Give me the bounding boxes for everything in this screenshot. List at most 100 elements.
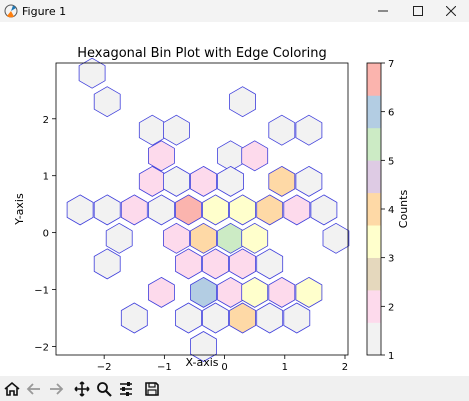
colorbar-segment-3 [367, 225, 381, 258]
hexbin-cell-32 [93, 248, 121, 280]
colorbar-segment-2 [367, 257, 381, 291]
back-button[interactable] [24, 378, 44, 400]
hexbin-cell-3 [162, 114, 190, 146]
close-button[interactable] [433, 0, 469, 22]
colorbar-tick-label: 4 [388, 205, 394, 216]
home-button[interactable] [2, 378, 22, 400]
hexbin-cell-21 [202, 194, 229, 226]
colorbar-tick-label: 7 [388, 59, 394, 70]
configure-subplots-button[interactable] [116, 378, 136, 400]
pan-button[interactable] [72, 378, 92, 400]
pan-icon [74, 380, 90, 397]
hexbin-cell-0 [78, 57, 106, 89]
minimize-button[interactable] [365, 0, 401, 22]
x-tick-label: 1 [282, 362, 288, 373]
colorbar-tick-label: 6 [388, 108, 394, 119]
hexbin-cell-33 [175, 248, 202, 280]
y-axis-ticks: −2 −1 0 1 2 [34, 115, 56, 353]
hexbin-cell-18 [120, 194, 148, 226]
forward-button[interactable] [46, 378, 66, 400]
hexbin-cell-35 [229, 248, 257, 280]
hexbin-cell-22 [229, 194, 257, 226]
x-axis-label: X-axis [186, 356, 219, 369]
plot-frame [55, 62, 349, 356]
colorbar-segment-1 [367, 290, 381, 323]
hexbin-cell-43 [120, 302, 148, 334]
zoom-icon [97, 381, 112, 397]
hexbin-cell-12 [190, 165, 217, 197]
y-tick-label: 1 [43, 172, 49, 183]
hexbin-cell-15 [295, 165, 323, 197]
hexbin-cell-9 [241, 140, 269, 172]
y-tick-label: −1 [34, 286, 49, 297]
hexbin-cell-42 [295, 276, 323, 308]
hexbin-cell-16 [66, 194, 94, 226]
colorbar-ticks: 1 2 3 4 5 6 7 [381, 59, 394, 362]
close-icon [446, 6, 456, 16]
colorbar-segment-6 [367, 127, 381, 161]
window-titlebar: Figure 1 [0, 0, 469, 22]
forward-arrow-icon [50, 382, 64, 395]
hexbin-cell-30 [241, 222, 269, 254]
x-tick-label: 2 [342, 362, 348, 373]
hexbin-cell-5 [268, 114, 296, 146]
x-axis-ticks: −2 −1 0 1 2 [97, 355, 348, 373]
hexbin-cell-17 [93, 194, 121, 226]
hexbin-cell-47 [256, 302, 284, 334]
hexbin-cell-25 [310, 194, 338, 226]
hexbin-cell-27 [162, 222, 190, 254]
hexbin-cell-37 [147, 276, 175, 308]
y-axis-label: Y-axis [13, 193, 26, 226]
x-tick-label: −2 [97, 362, 112, 373]
hexbin-chart: −2 −1 0 1 2 −2 −1 0 1 2 Hexagonal Bin Plot with … [13, 46, 410, 373]
hexbin-cell-41 [268, 276, 296, 308]
hexbin-cell-34 [202, 248, 229, 280]
hexbin-cell-11 [162, 165, 190, 197]
colorbar-tick-label: 3 [388, 254, 394, 265]
back-arrow-icon [26, 382, 40, 395]
maximize-icon [413, 6, 423, 16]
hexbin-cell-14 [268, 165, 296, 197]
colorbar-segment-0 [367, 322, 381, 356]
save-icon [145, 381, 159, 396]
hexbin-cell-45 [202, 302, 229, 334]
y-tick-label: 0 [43, 229, 49, 240]
hexbin-cell-49 [190, 331, 217, 362]
hexbin-cell-31 [322, 222, 350, 254]
hexbin-cell-40 [241, 276, 269, 308]
hexbin-cell-20 [175, 194, 202, 226]
hexbin-cell-13 [217, 165, 245, 197]
colorbar-tick-label: 1 [388, 351, 394, 362]
colorbar-tick-label: 5 [388, 156, 394, 167]
hexbin-cell-7 [147, 140, 175, 172]
hexbin-cell-26 [105, 222, 133, 254]
colorbar-label: Counts [397, 190, 410, 229]
y-tick-label: −2 [34, 342, 49, 353]
colorbar-segment-4 [367, 192, 381, 226]
minimize-icon [378, 10, 388, 12]
hexbin-cell-48 [283, 302, 311, 334]
matplotlib-icon [4, 4, 18, 18]
x-tick-label: −1 [157, 362, 172, 373]
hexbin-cell-44 [175, 302, 202, 334]
save-button[interactable] [142, 378, 162, 400]
window-title: Figure 1 [22, 4, 67, 18]
colorbar-segment-8 [367, 63, 381, 96]
zoom-button[interactable] [94, 378, 114, 400]
hexbin-cell-1 [93, 86, 121, 118]
hexbin-cell-4 [229, 86, 257, 118]
home-icon [4, 381, 20, 396]
chart-title: Hexagonal Bin Plot with Edge Coloring [77, 46, 327, 61]
hexbin-cell-46 [229, 302, 257, 334]
hexbin-cell-36 [256, 248, 284, 280]
y-tick-label: 2 [43, 115, 49, 126]
colorbar-segment-7 [367, 95, 381, 129]
figure-canvas: −2 −1 0 1 2 −2 −1 0 1 2 Hexagonal Bin Plot with … [0, 22, 469, 376]
hexbin-cell-24 [283, 194, 311, 226]
x-tick-label: 0 [221, 362, 227, 373]
maximize-button[interactable] [400, 0, 436, 22]
hexbin-cell-19 [147, 194, 175, 226]
colorbar-tick-label: 2 [388, 302, 394, 313]
hexbin-cell-6 [295, 114, 323, 146]
navigation-toolbar [0, 376, 469, 401]
